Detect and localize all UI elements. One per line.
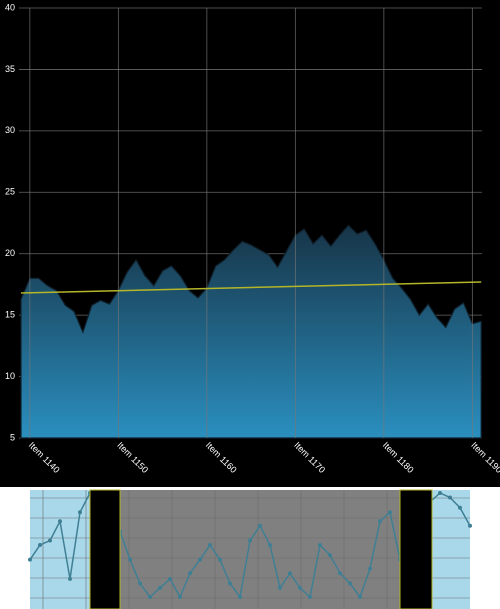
navigator-point: [318, 542, 322, 547]
navigator-point: [378, 519, 382, 524]
trendline: [20, 281, 482, 294]
area: [20, 224, 482, 439]
navigator-point: [288, 571, 292, 576]
y-tick-label: 25: [5, 187, 15, 197]
navigator-point: [338, 571, 342, 576]
navigator[interactable]: [28, 489, 472, 609]
y-tick-label: 40: [5, 2, 15, 12]
y-tick-label: 20: [5, 248, 15, 258]
navigator-point: [28, 557, 32, 562]
navigator-point: [168, 576, 172, 581]
navigator-point: [238, 594, 242, 599]
navigator-point: [298, 585, 302, 590]
navigator-point: [198, 557, 202, 562]
navigator-point: [448, 495, 452, 500]
navigator-point: [368, 566, 372, 571]
navigator-point: [468, 523, 472, 528]
navigator-point: [278, 585, 282, 590]
y-tick-label: 30: [5, 125, 15, 135]
navigator-point: [348, 581, 352, 586]
navigator-point: [358, 594, 362, 599]
navigator-point: [78, 510, 82, 515]
navigator-point: [48, 538, 52, 543]
navigator-point: [38, 542, 42, 547]
y-tick-label: 5: [10, 432, 15, 442]
navigator-point: [128, 557, 132, 562]
navigator-point: [258, 523, 262, 528]
y-tick-label: 15: [5, 310, 15, 320]
navigator-point: [458, 505, 462, 510]
navigator-handle-right[interactable]: [399, 489, 433, 609]
navigator-point: [208, 542, 212, 547]
navigator-point: [138, 581, 142, 586]
y-tick-label: 10: [5, 371, 15, 381]
navigator-point: [308, 594, 312, 599]
navigator-point: [218, 557, 222, 562]
navigator-point: [248, 538, 252, 543]
navigator-point: [158, 585, 162, 590]
navigator-handle-left[interactable]: [89, 489, 121, 609]
navigator-point: [388, 510, 392, 515]
navigator-selection[interactable]: [120, 490, 400, 609]
navigator-point: [268, 542, 272, 547]
navigator-point: [148, 594, 152, 599]
navigator-point: [228, 581, 232, 586]
navigator-point: [58, 519, 62, 524]
navigator-point: [178, 594, 182, 599]
navigator-point: [438, 491, 442, 495]
navigator-point: [68, 576, 72, 581]
navigator-point: [328, 553, 332, 558]
navigator-point: [188, 571, 192, 576]
y-tick-label: 35: [5, 64, 15, 74]
